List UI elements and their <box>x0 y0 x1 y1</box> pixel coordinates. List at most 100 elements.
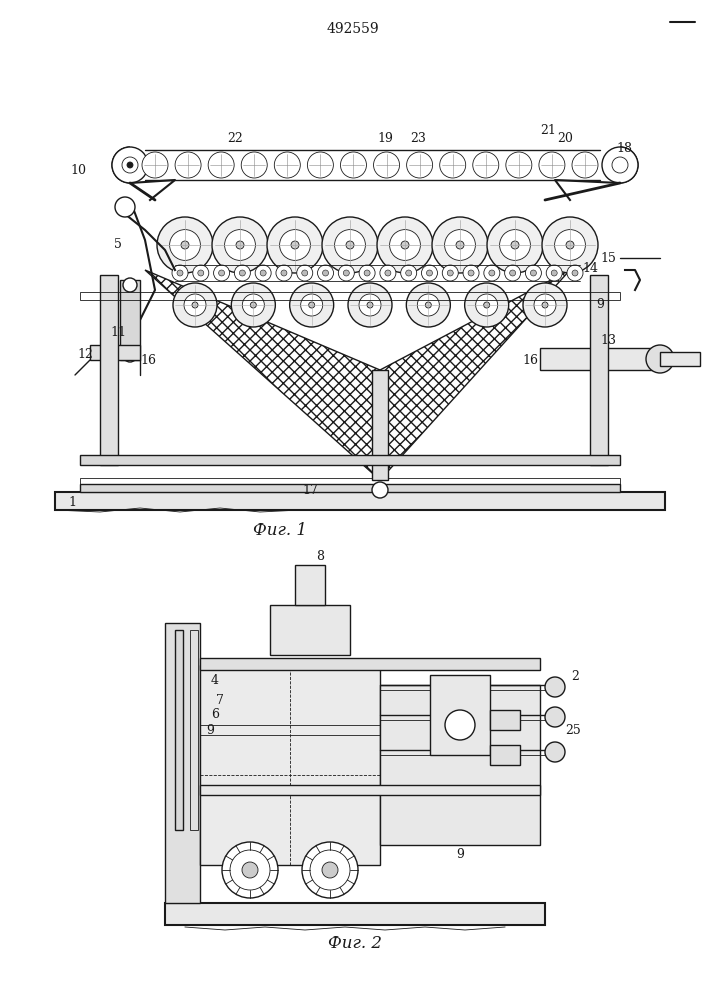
Bar <box>80 455 620 465</box>
Circle shape <box>367 302 373 308</box>
Text: 10: 10 <box>70 163 86 176</box>
Bar <box>120 280 140 360</box>
Circle shape <box>346 241 354 249</box>
Circle shape <box>322 217 378 273</box>
Circle shape <box>401 265 416 281</box>
Circle shape <box>193 265 209 281</box>
Text: 2: 2 <box>571 670 579 684</box>
Circle shape <box>484 265 500 281</box>
Circle shape <box>230 850 270 890</box>
Text: 20: 20 <box>557 131 573 144</box>
Circle shape <box>198 270 204 276</box>
Circle shape <box>445 710 475 740</box>
Circle shape <box>177 270 183 276</box>
Text: 23: 23 <box>410 131 426 144</box>
Circle shape <box>440 152 466 178</box>
Circle shape <box>339 265 354 281</box>
Circle shape <box>484 302 490 308</box>
Circle shape <box>487 217 543 273</box>
Circle shape <box>390 230 421 260</box>
Circle shape <box>341 152 366 178</box>
Circle shape <box>523 283 567 327</box>
Circle shape <box>208 152 234 178</box>
Text: 15: 15 <box>600 251 616 264</box>
Circle shape <box>476 294 498 316</box>
Text: 4: 4 <box>211 674 219 686</box>
Circle shape <box>322 862 338 878</box>
Text: 21: 21 <box>540 123 556 136</box>
Circle shape <box>530 270 537 276</box>
Text: 22: 22 <box>227 131 243 144</box>
Circle shape <box>456 241 464 249</box>
Bar <box>90 345 140 360</box>
Bar <box>490 710 520 730</box>
Text: 13: 13 <box>600 334 616 347</box>
Circle shape <box>281 270 287 276</box>
Circle shape <box>612 157 628 173</box>
Circle shape <box>417 294 439 316</box>
Text: 6: 6 <box>211 708 219 722</box>
Circle shape <box>212 217 268 273</box>
Circle shape <box>426 302 431 308</box>
Circle shape <box>123 348 137 362</box>
Circle shape <box>542 302 548 308</box>
Circle shape <box>426 270 433 276</box>
Circle shape <box>115 197 135 217</box>
Circle shape <box>545 707 565 727</box>
Circle shape <box>542 217 598 273</box>
Circle shape <box>181 241 189 249</box>
Circle shape <box>260 270 266 276</box>
Circle shape <box>500 230 530 260</box>
Circle shape <box>406 270 411 276</box>
Circle shape <box>385 270 391 276</box>
Circle shape <box>506 152 532 178</box>
Circle shape <box>172 265 188 281</box>
Circle shape <box>489 270 495 276</box>
Text: 16: 16 <box>522 354 538 366</box>
Circle shape <box>372 482 388 498</box>
Circle shape <box>157 217 213 273</box>
Circle shape <box>142 152 168 178</box>
Text: 17: 17 <box>302 484 318 496</box>
Circle shape <box>572 152 598 178</box>
Circle shape <box>432 217 488 273</box>
Text: 8: 8 <box>316 550 324 564</box>
Circle shape <box>236 241 244 249</box>
Circle shape <box>646 345 674 373</box>
Circle shape <box>300 294 322 316</box>
Bar <box>540 348 660 370</box>
Circle shape <box>279 230 310 260</box>
Circle shape <box>554 230 585 260</box>
Bar <box>200 665 380 865</box>
Circle shape <box>380 265 396 281</box>
Circle shape <box>445 230 475 260</box>
Bar <box>200 785 540 795</box>
Circle shape <box>464 283 508 327</box>
Circle shape <box>344 270 349 276</box>
Circle shape <box>243 294 264 316</box>
Bar <box>490 745 520 765</box>
Bar <box>80 484 620 492</box>
Text: 12: 12 <box>77 349 93 361</box>
Bar <box>200 725 380 735</box>
Circle shape <box>222 842 278 898</box>
Circle shape <box>572 270 578 276</box>
Circle shape <box>242 862 258 878</box>
Text: 19: 19 <box>377 131 393 144</box>
Circle shape <box>539 152 565 178</box>
Circle shape <box>567 265 583 281</box>
Circle shape <box>234 265 250 281</box>
Text: 1: 1 <box>68 496 76 510</box>
Circle shape <box>170 230 200 260</box>
Text: 25: 25 <box>565 724 581 736</box>
Bar <box>270 605 350 655</box>
Circle shape <box>545 677 565 697</box>
Circle shape <box>463 265 479 281</box>
Bar <box>175 630 183 830</box>
Text: Фиг. 1: Фиг. 1 <box>253 522 307 539</box>
Circle shape <box>240 270 245 276</box>
Circle shape <box>175 152 201 178</box>
Circle shape <box>276 265 292 281</box>
Bar <box>430 675 490 755</box>
Circle shape <box>214 265 230 281</box>
